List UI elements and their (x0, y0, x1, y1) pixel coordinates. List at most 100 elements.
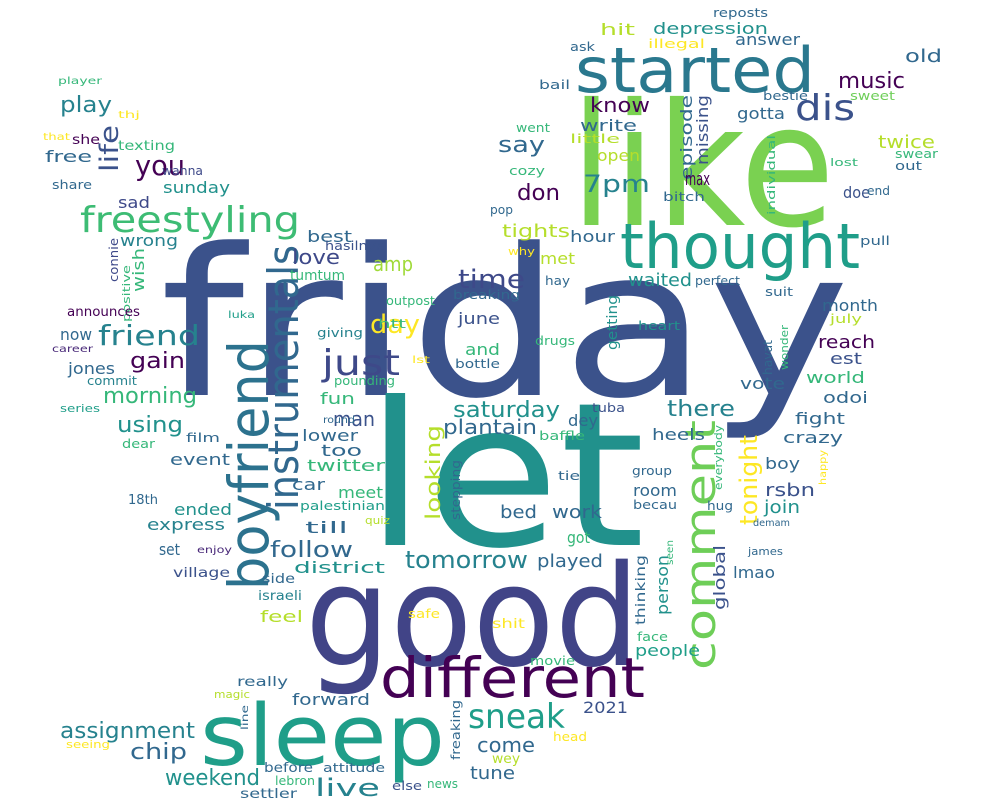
word: group (632, 464, 672, 478)
word: people (635, 641, 700, 660)
word: saturday (453, 398, 560, 423)
word: room (633, 481, 677, 500)
word: positive (120, 265, 133, 322)
word: havat (761, 340, 775, 375)
word: wish (129, 248, 148, 292)
word: event (170, 450, 230, 469)
word: man (333, 407, 375, 431)
word: set (159, 540, 180, 559)
word: she (72, 133, 100, 148)
word: bestie (763, 89, 808, 103)
word: different (380, 646, 645, 710)
word: movie (530, 654, 575, 668)
word: end (867, 184, 890, 198)
word: fun (320, 389, 355, 408)
word: old (905, 46, 942, 67)
word: sleep (200, 687, 445, 786)
word: morning (103, 384, 197, 409)
word: heart (638, 319, 680, 333)
word: really (237, 675, 288, 690)
word: tumtum (290, 268, 345, 284)
word: sweet (850, 89, 895, 103)
word: come (477, 733, 535, 757)
word: freaking (449, 700, 463, 760)
word: wonder (778, 324, 791, 370)
word: ask (570, 40, 595, 54)
word: don (517, 181, 560, 206)
word: announces (67, 305, 140, 320)
word: world (806, 368, 865, 387)
word: june (457, 309, 500, 328)
word: tie (558, 469, 580, 483)
word: bitch (663, 190, 705, 204)
word: htt (378, 317, 406, 331)
word: career (52, 344, 94, 355)
word: getting (605, 295, 621, 350)
word: depression (653, 19, 768, 38)
word: follow (270, 538, 353, 563)
word: met (540, 249, 575, 268)
word: play (60, 93, 112, 118)
word: tune (470, 763, 515, 784)
word: dear (122, 437, 155, 451)
word: district (294, 558, 385, 577)
word: seen (665, 540, 676, 565)
word: forward (292, 690, 370, 709)
word: sad (118, 193, 150, 212)
word: ended (174, 500, 232, 519)
word: instrumentals (259, 245, 308, 510)
word: attitude (323, 761, 385, 775)
word: swear (895, 147, 938, 161)
word: doe (843, 183, 870, 202)
word: gotta (737, 104, 785, 123)
word: that (43, 132, 70, 143)
word: bed (500, 502, 537, 523)
word: twitter (307, 456, 386, 475)
word: car (292, 475, 326, 494)
word: commit (87, 374, 137, 388)
word: settler (240, 787, 298, 802)
word: life (95, 125, 125, 172)
word: waited (628, 270, 692, 291)
word: series (60, 402, 100, 415)
word: july (829, 312, 862, 326)
word: music (838, 69, 905, 94)
word: becau (633, 498, 677, 512)
word: good (305, 536, 640, 699)
word: work (552, 502, 603, 523)
word: happy (818, 450, 829, 485)
word: dis (795, 88, 855, 129)
word: magic (214, 688, 250, 701)
word: comment (676, 420, 725, 670)
word: everybody (712, 424, 725, 490)
word: hug (707, 499, 733, 513)
word: demam (753, 518, 790, 529)
word: palestinian (300, 499, 385, 513)
word: and (465, 340, 500, 359)
word: went (516, 121, 550, 135)
word: freestyling (80, 200, 300, 241)
word: tonight (735, 435, 763, 525)
word: chip (130, 740, 187, 765)
word: started (575, 34, 815, 107)
word: assignment (60, 719, 195, 744)
word: join (763, 497, 800, 518)
word: sneak (468, 697, 565, 737)
word: just (321, 343, 400, 384)
word: feel (260, 607, 303, 626)
word: gain (130, 349, 185, 374)
word: texting (118, 139, 175, 154)
word: suit (765, 285, 793, 299)
word: let (365, 360, 645, 593)
word: luka (228, 310, 255, 321)
word: stepping (449, 460, 463, 520)
word: write (580, 116, 637, 135)
word: wrong (120, 231, 178, 250)
word: wanna (162, 164, 203, 178)
word: illegal (648, 37, 705, 51)
word: love (292, 245, 340, 269)
word: line (240, 705, 251, 730)
word: lst (412, 355, 430, 366)
